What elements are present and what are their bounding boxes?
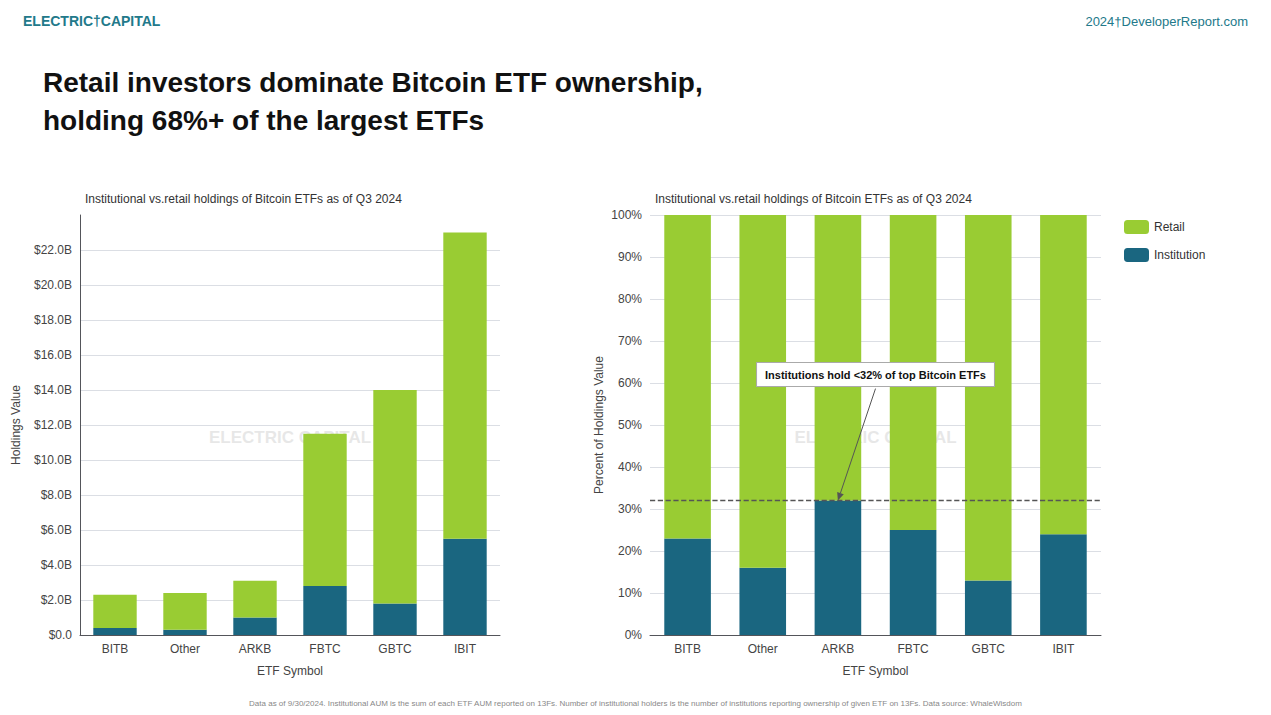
svg-text:90%: 90% <box>618 250 642 264</box>
svg-text:$6.0B: $6.0B <box>41 523 72 537</box>
svg-text:10%: 10% <box>618 586 642 600</box>
svg-text:GBTC: GBTC <box>972 642 1006 656</box>
svg-text:holding 68%+ of the largest ET: holding 68%+ of the largest ETFs <box>43 105 484 136</box>
svg-text:Retail investors dominate Bitc: Retail investors dominate Bitcoin ETF ow… <box>43 67 703 98</box>
svg-text:Other: Other <box>748 642 778 656</box>
svg-text:$18.0B: $18.0B <box>34 313 72 327</box>
svg-text:$8.0B: $8.0B <box>41 488 72 502</box>
svg-text:Institution: Institution <box>1154 248 1205 262</box>
svg-text:Data as of 9/30/2024. Institut: Data as of 9/30/2024. Institutional AUM … <box>249 699 1022 708</box>
svg-text:ELECTRIC CAPITAL: ELECTRIC CAPITAL <box>209 428 371 447</box>
svg-text:$0.0: $0.0 <box>49 628 73 642</box>
svg-text:IBIT: IBIT <box>454 642 477 656</box>
svg-text:30%: 30% <box>618 502 642 516</box>
svg-text:20%: 20% <box>618 544 642 558</box>
svg-text:$12.0B: $12.0B <box>34 418 72 432</box>
svg-text:FBTC: FBTC <box>897 642 929 656</box>
svg-text:80%: 80% <box>618 292 642 306</box>
svg-text:ARKB: ARKB <box>822 642 855 656</box>
svg-text:GBTC: GBTC <box>378 642 412 656</box>
svg-text:FBTC: FBTC <box>309 642 341 656</box>
svg-text:ELECTRIC†CAPITAL: ELECTRIC†CAPITAL <box>23 13 161 29</box>
svg-text:Other: Other <box>170 642 200 656</box>
svg-text:60%: 60% <box>618 376 642 390</box>
svg-text:100%: 100% <box>611 208 642 222</box>
svg-text:Retail: Retail <box>1154 220 1185 234</box>
svg-text:$14.0B: $14.0B <box>34 383 72 397</box>
svg-text:50%: 50% <box>618 418 642 432</box>
svg-text:$4.0B: $4.0B <box>41 558 72 572</box>
svg-text:Percent of Holdings Value: Percent of Holdings Value <box>592 356 606 494</box>
svg-text:$2.0B: $2.0B <box>41 593 72 607</box>
svg-text:$20.0B: $20.0B <box>34 278 72 292</box>
svg-text:Holdings Value: Holdings Value <box>9 385 23 465</box>
svg-text:$22.0B: $22.0B <box>34 243 72 257</box>
svg-text:BITB: BITB <box>102 642 129 656</box>
svg-text:BITB: BITB <box>674 642 701 656</box>
svg-text:40%: 40% <box>618 460 642 474</box>
svg-text:IBIT: IBIT <box>1052 642 1075 656</box>
svg-text:Institutional vs.retail holdin: Institutional vs.retail holdings of Bitc… <box>655 192 972 206</box>
svg-text:ETF Symbol: ETF Symbol <box>842 664 908 678</box>
svg-text:Institutional vs.retail holdin: Institutional vs.retail holdings of Bitc… <box>85 192 402 206</box>
svg-text:Institutions hold <32% of top: Institutions hold <32% of top Bitcoin ET… <box>765 369 986 381</box>
svg-text:$16.0B: $16.0B <box>34 348 72 362</box>
svg-text:70%: 70% <box>618 334 642 348</box>
svg-text:0%: 0% <box>625 628 643 642</box>
svg-text:ETF Symbol: ETF Symbol <box>257 664 323 678</box>
svg-text:$10.0B: $10.0B <box>34 453 72 467</box>
svg-text:ARKB: ARKB <box>239 642 272 656</box>
svg-text:2024†DeveloperReport.com: 2024†DeveloperReport.com <box>1085 14 1248 29</box>
